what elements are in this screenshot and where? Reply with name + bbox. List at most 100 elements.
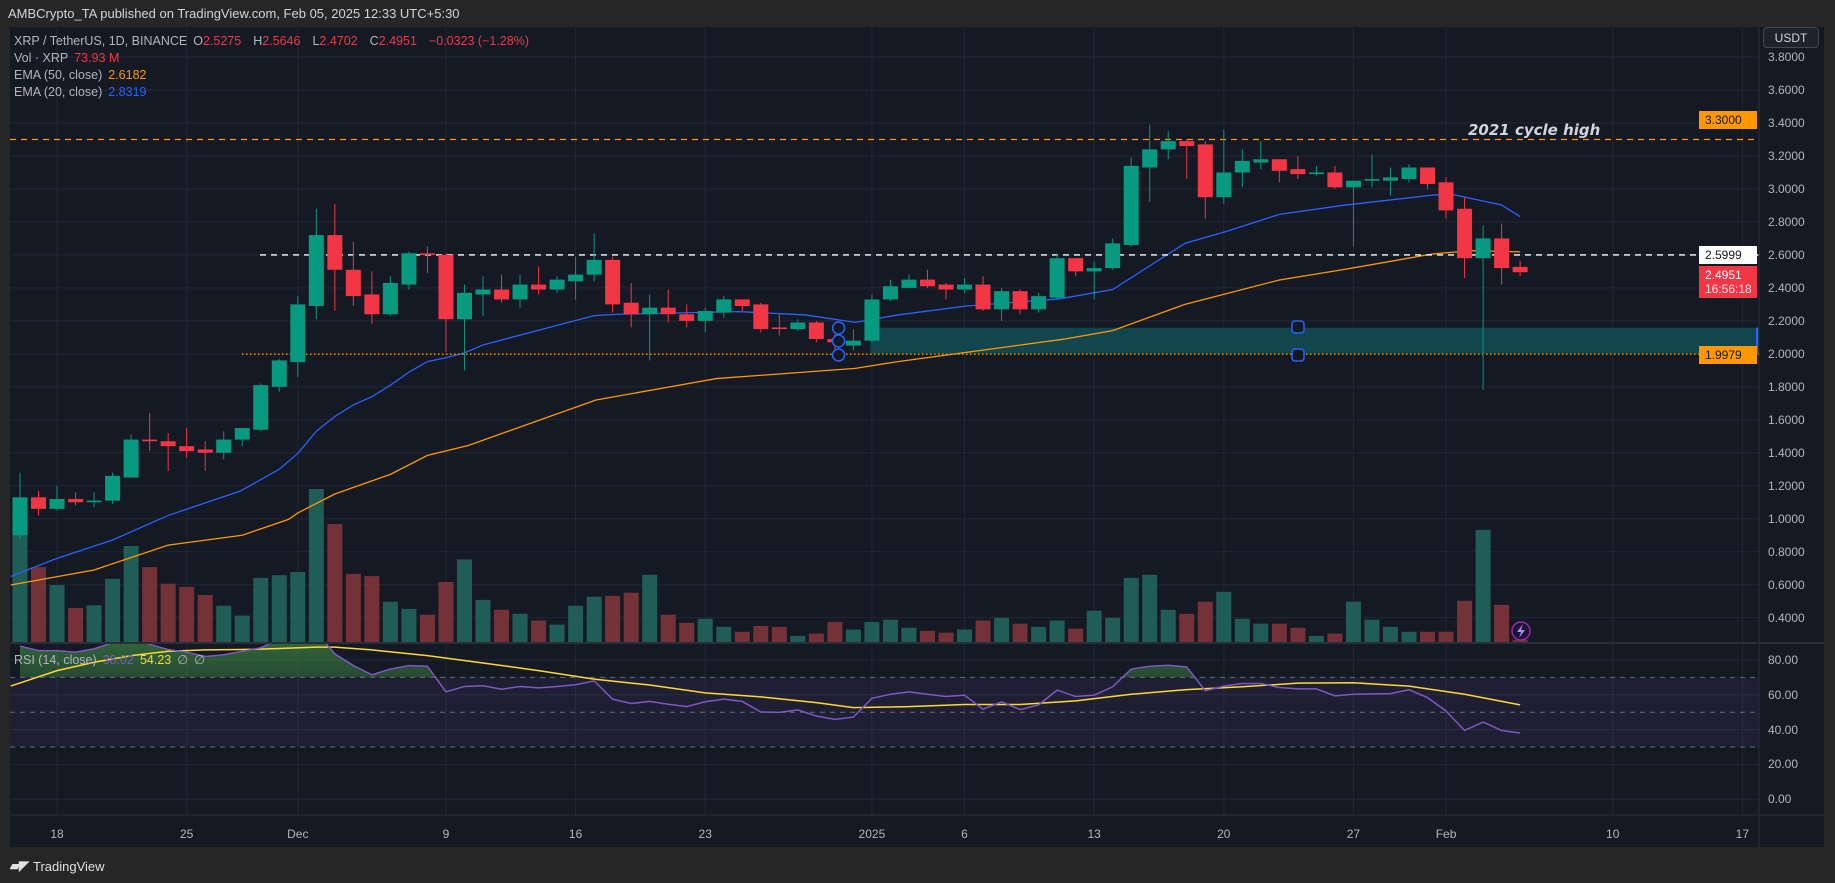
candle <box>1253 141 1269 170</box>
price-tick-label: 3.6000 <box>1768 83 1805 97</box>
candle-body <box>697 310 713 321</box>
candle-body <box>234 428 250 440</box>
volume-bar <box>290 572 306 643</box>
volume-bar <box>1382 626 1398 643</box>
volume-bar <box>679 622 695 643</box>
bar-countdown: 16:56:18 <box>1705 282 1752 296</box>
volume-bar <box>382 601 398 643</box>
volume-bar <box>623 592 639 643</box>
ema50-label: EMA (50, close) <box>14 68 103 82</box>
candle-body <box>1345 180 1361 188</box>
candle-body <box>957 284 973 290</box>
lightning-icon <box>1511 621 1531 641</box>
candle <box>1012 289 1028 315</box>
candle <box>1049 253 1065 300</box>
volume-bar <box>1068 628 1084 643</box>
close-value: 2.4951 <box>378 34 417 48</box>
candle <box>197 441 213 471</box>
candle-body <box>864 299 880 341</box>
candle-body <box>160 441 176 447</box>
volume-bar <box>1345 601 1361 643</box>
candle-body <box>716 299 732 313</box>
rsi-extra-1: ∅ <box>177 653 189 667</box>
main-pane <box>10 124 1759 643</box>
price-tick-label: 1.8000 <box>1768 379 1805 394</box>
candle <box>734 299 750 311</box>
volume-bar <box>697 618 713 643</box>
candle-body <box>975 284 991 310</box>
volume-bar <box>1086 610 1102 643</box>
candle-body <box>438 254 454 320</box>
ema20-line <box>10 193 1521 578</box>
ema50-value: 2.6182 <box>108 68 147 82</box>
ema50-legend[interactable]: EMA (50, close) 2.6182 <box>14 68 152 82</box>
candle <box>494 274 510 303</box>
rsi-legend[interactable]: RSI (14, close) 38.02 54.23 ∅ ∅ <box>14 652 211 667</box>
ema20-legend[interactable]: EMA (20, close) 2.8319 <box>14 85 152 99</box>
volume-bar <box>1475 529 1491 643</box>
volume-bar <box>716 626 732 643</box>
candle-body <box>605 259 621 305</box>
price-tick-label: 2.0000 <box>1768 346 1805 361</box>
rsi-tick-label: 20.00 <box>1768 757 1799 772</box>
volume-bar <box>827 621 843 643</box>
chart-panel[interactable] <box>10 27 1824 847</box>
candle-body <box>1494 238 1510 269</box>
candle <box>901 274 917 288</box>
candle-body <box>49 498 65 509</box>
candle-body <box>1327 172 1343 188</box>
candle-body <box>456 292 472 320</box>
support-price-tag: 1.9979 <box>1699 346 1757 364</box>
candle-body <box>197 449 213 453</box>
candle-body <box>790 322 806 330</box>
candle <box>290 296 306 377</box>
candle <box>605 256 621 313</box>
currency-button[interactable]: USDT <box>1763 27 1819 48</box>
footer-brand[interactable]: ▰◤ TradingView <box>10 858 105 874</box>
volume-bar <box>1253 623 1269 643</box>
volume-bar <box>864 621 880 643</box>
candle <box>1512 260 1528 277</box>
volume-bar <box>419 614 435 643</box>
volume-bar <box>938 632 954 643</box>
volume-bar <box>753 625 769 643</box>
candle-body <box>1512 266 1528 273</box>
price-tick-label: 1.2000 <box>1768 478 1805 493</box>
price-tick-label: 1.6000 <box>1768 412 1805 427</box>
volume-bar <box>364 576 380 643</box>
volume-bar <box>105 578 121 643</box>
candle <box>716 296 732 318</box>
volume-bar <box>1197 601 1213 643</box>
candle <box>771 314 787 336</box>
candle-body <box>1142 149 1158 168</box>
price-tick-label: 3.4000 <box>1768 115 1805 130</box>
candle <box>1290 155 1306 180</box>
candle <box>382 276 398 316</box>
candle-body <box>771 327 787 330</box>
volume-legend[interactable]: Vol · XRP 73.93 M <box>14 51 125 65</box>
cycle-high-price-tag: 3.3000 <box>1699 111 1757 129</box>
symbol-name[interactable]: XRP / TetherUS, 1D, BINANCE <box>14 34 188 48</box>
candle <box>919 269 935 288</box>
candle <box>49 485 65 511</box>
volume-bar <box>512 613 528 643</box>
candle <box>438 253 454 353</box>
candle <box>1197 141 1213 219</box>
candle-body <box>1031 296 1047 310</box>
rsi-ma-line <box>10 646 1521 709</box>
volume-bar <box>1049 620 1065 643</box>
volume-bar <box>86 605 102 643</box>
drawing-anchor-handle <box>1291 348 1305 362</box>
cycle-high-annotation[interactable]: 2021 cycle high <box>1468 121 1601 139</box>
candle-body <box>531 284 547 290</box>
time-tick-label: 9 <box>442 827 450 841</box>
candle <box>86 492 102 508</box>
volume-bar <box>345 573 361 643</box>
volume-bar <box>660 614 676 643</box>
candle <box>1271 159 1287 183</box>
volume-bar <box>142 567 158 643</box>
candle-body <box>512 284 528 300</box>
candle <box>179 428 195 458</box>
candle-body <box>308 235 324 307</box>
